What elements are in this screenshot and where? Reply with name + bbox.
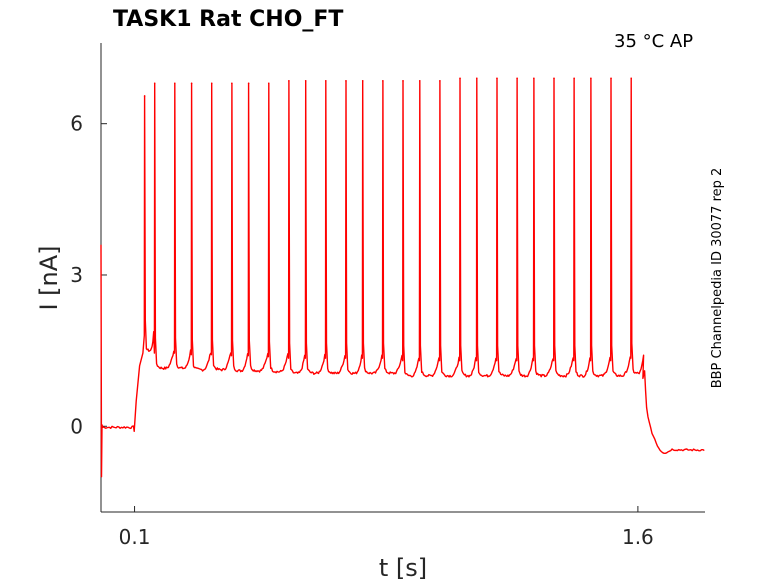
x-tick-label: 1.6	[622, 525, 654, 549]
spike-peak	[439, 80, 441, 82]
spike-peak	[361, 80, 364, 82]
spike-peak	[516, 77, 518, 80]
spike-peak	[533, 77, 535, 80]
spike-peak	[418, 80, 421, 82]
spike-peak	[573, 77, 575, 80]
spike-peak	[590, 77, 592, 80]
spike-peak	[210, 82, 213, 85]
channelpedia-id-label: BBP Channelpedia ID 30077 rep 2	[710, 168, 725, 389]
spike-peak	[153, 82, 156, 85]
x-axis-label: t [s]	[379, 554, 427, 582]
spike-peak	[231, 82, 233, 85]
spike-peak	[553, 77, 555, 80]
y-tick-label: 6	[70, 112, 83, 136]
spike-peak	[267, 82, 270, 85]
spike-peak	[143, 95, 146, 97]
spike-peak	[174, 82, 176, 85]
spike-peak	[476, 77, 478, 80]
tick-group	[101, 123, 639, 512]
spike-peak	[496, 77, 498, 80]
spike-peak	[345, 80, 347, 82]
y-tick-label: 3	[70, 263, 83, 287]
x-tick-label: 0.1	[119, 525, 151, 549]
tick-label-group: 0.1 1.6 0 3 6	[70, 112, 654, 549]
y-axis-label: I [nA]	[35, 245, 63, 310]
spike-peak	[247, 82, 250, 85]
spike-peak-group	[143, 77, 632, 97]
spike-peak	[459, 77, 461, 80]
spike-peak	[610, 77, 612, 80]
spike-peak	[288, 80, 290, 82]
y-tick-label: 0	[70, 414, 83, 438]
spike-peak	[402, 80, 404, 82]
chart-title: TASK1 Rat CHO_FT	[113, 7, 343, 32]
spike-peak	[630, 77, 632, 80]
spike-peak	[382, 80, 384, 82]
spike-peak	[304, 80, 307, 82]
condition-label: 35 °C AP	[614, 31, 693, 52]
spike-peak	[325, 80, 327, 82]
spike-peak	[190, 82, 193, 85]
current-trace	[100, 77, 705, 478]
